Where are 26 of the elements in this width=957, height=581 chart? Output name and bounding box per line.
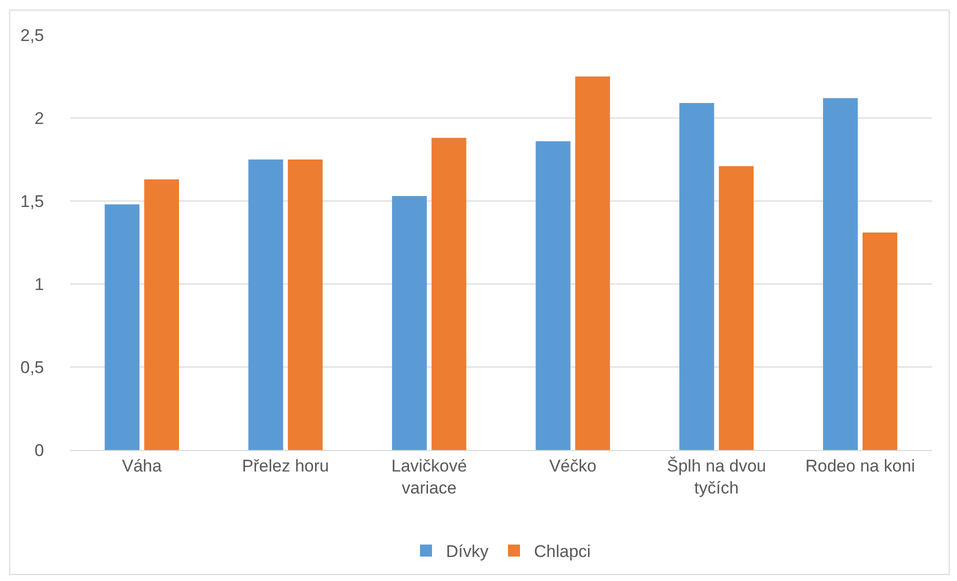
y-tick-label: 2,5 — [20, 26, 44, 45]
bar — [679, 103, 714, 450]
x-tick-label: Šplh na dvou tyčích — [666, 456, 766, 498]
x-tick-label: Lavičkové variace — [391, 456, 467, 498]
bar — [104, 204, 140, 450]
y-tick-label: 2 — [34, 108, 44, 128]
x-tick-label: Véčko — [549, 456, 596, 476]
y-tick-label: 1,5 — [20, 192, 44, 211]
x-tick-label: Váha — [122, 456, 162, 476]
bar — [823, 98, 858, 450]
bar — [862, 232, 898, 450]
bar — [536, 141, 570, 450]
y-tick-label: 0 — [34, 440, 44, 460]
bar — [144, 179, 179, 450]
x-tick-label: Rodeo na koni — [805, 456, 915, 476]
bar — [248, 160, 284, 450]
bar — [392, 196, 427, 450]
bar — [575, 76, 610, 450]
bar — [288, 160, 323, 450]
legend-label: Chlapci — [534, 542, 591, 562]
y-tick-label: 1 — [34, 274, 44, 294]
bar — [718, 166, 754, 450]
y-tick-label: 0,5 — [20, 358, 44, 377]
x-tick-label: Přelez horu — [242, 456, 329, 476]
bar — [432, 138, 466, 450]
legend-label: Dívky — [446, 542, 489, 562]
